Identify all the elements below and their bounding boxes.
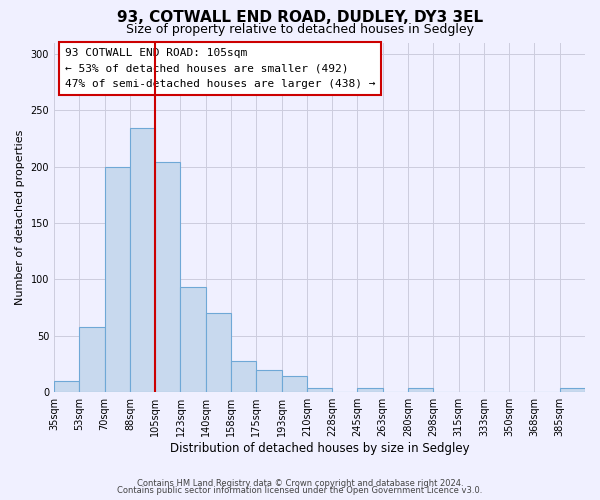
Bar <box>281 376 307 392</box>
Bar <box>307 388 332 392</box>
Text: 93 COTWALL END ROAD: 105sqm
← 53% of detached houses are smaller (492)
47% of se: 93 COTWALL END ROAD: 105sqm ← 53% of det… <box>65 48 375 89</box>
Bar <box>54 381 79 392</box>
Bar <box>155 162 181 392</box>
Bar <box>181 288 206 392</box>
Bar <box>104 166 130 392</box>
Bar <box>560 388 585 392</box>
Text: Contains HM Land Registry data © Crown copyright and database right 2024.: Contains HM Land Registry data © Crown c… <box>137 478 463 488</box>
Bar <box>256 370 281 392</box>
Bar <box>79 327 104 392</box>
Text: Size of property relative to detached houses in Sedgley: Size of property relative to detached ho… <box>126 22 474 36</box>
Y-axis label: Number of detached properties: Number of detached properties <box>15 130 25 305</box>
Bar <box>358 388 383 392</box>
Text: Contains public sector information licensed under the Open Government Licence v3: Contains public sector information licen… <box>118 486 482 495</box>
Bar <box>408 388 433 392</box>
Text: 93, COTWALL END ROAD, DUDLEY, DY3 3EL: 93, COTWALL END ROAD, DUDLEY, DY3 3EL <box>117 10 483 25</box>
Bar <box>231 360 256 392</box>
Bar <box>130 128 155 392</box>
X-axis label: Distribution of detached houses by size in Sedgley: Distribution of detached houses by size … <box>170 442 469 455</box>
Bar <box>206 313 231 392</box>
